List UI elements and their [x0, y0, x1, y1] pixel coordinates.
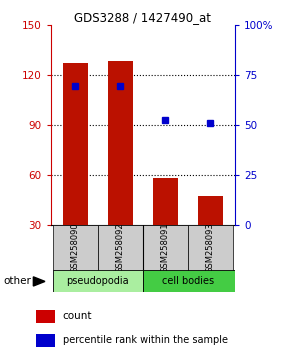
Bar — [36, 310, 55, 323]
Bar — [188, 225, 233, 271]
Polygon shape — [33, 277, 45, 286]
Bar — [108, 62, 133, 225]
Bar — [153, 178, 178, 225]
Bar — [98, 225, 143, 271]
Title: GDS3288 / 1427490_at: GDS3288 / 1427490_at — [74, 11, 211, 24]
Text: pseudopodia: pseudopodia — [67, 276, 129, 286]
Bar — [53, 270, 143, 292]
Bar — [143, 225, 188, 271]
Text: cell bodies: cell bodies — [162, 276, 214, 286]
Bar — [36, 334, 55, 347]
Text: GSM258093: GSM258093 — [206, 222, 215, 273]
Bar — [53, 225, 98, 271]
Text: GSM258092: GSM258092 — [116, 222, 125, 273]
Text: GSM258091: GSM258091 — [161, 222, 170, 273]
Bar — [63, 63, 88, 225]
Bar — [198, 196, 222, 225]
Text: other: other — [3, 276, 31, 286]
Text: percentile rank within the sample: percentile rank within the sample — [63, 335, 228, 346]
Text: count: count — [63, 312, 92, 321]
Bar — [143, 270, 235, 292]
Text: GSM258090: GSM258090 — [71, 222, 80, 273]
